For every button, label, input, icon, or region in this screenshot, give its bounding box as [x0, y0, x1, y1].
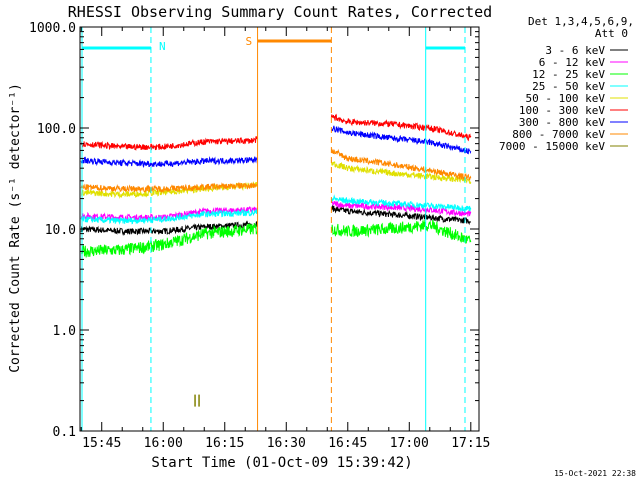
series-5-line [80, 113, 472, 151]
series-4-line [81, 159, 472, 199]
y-tick-label: 10.0 [45, 223, 76, 238]
y-tick-label: 1.0 [53, 324, 76, 339]
series-2-line [81, 219, 472, 258]
legend-label: 300 - 800 keV [519, 116, 605, 129]
series-7-line [80, 148, 472, 194]
legend-header-line-1: Det 1,3,4,5,6,9, [528, 15, 634, 28]
x-tick-label: 16:30 [267, 436, 306, 451]
y-tick-label: 100.0 [37, 122, 76, 137]
annotation-n: N [159, 40, 166, 53]
y-tick-label: 0.1 [53, 425, 76, 440]
plot-area: N S 0.1 1.0 10.0 100.0 1000.0 15:45 16:00 16:15 16… [29, 21, 490, 451]
x-tick-label: 17:00 [390, 436, 429, 451]
x-tick-label: 16:15 [205, 436, 244, 451]
footer-timestamp: 15-Oct-2021 22:38 [554, 469, 636, 478]
x-tick-label: 17:15 [451, 436, 490, 451]
annotation-s: S [246, 35, 253, 48]
legend-label: 100 - 300 keV [519, 104, 605, 117]
y-tick-label: 1000.0 [29, 21, 76, 36]
legend-label: 25 - 50 keV [532, 80, 605, 93]
legend-header-line-2: Att 0 [595, 27, 628, 40]
y-axis-label: Corrected Count Rate (s⁻¹ detector⁻¹) [8, 83, 23, 373]
legend-label: 800 - 7000 keV [512, 128, 605, 141]
legend-label: 3 - 6 keV [545, 44, 605, 57]
series-0-line [80, 204, 472, 237]
chart-title: RHESSI Observing Summary Count Rates, Co… [68, 3, 492, 21]
series-6-line [80, 125, 472, 168]
legend-label: 12 - 25 keV [532, 68, 605, 81]
x-tick-label: 15:45 [82, 436, 121, 451]
x-tick-label: 16:45 [328, 436, 367, 451]
legend-label: 50 - 100 keV [526, 92, 606, 105]
series-3-line [80, 194, 472, 225]
legend-label: 7000 - 15000 keV [499, 140, 605, 153]
x-tick-label: 16:00 [144, 436, 183, 451]
x-axis-label: Start Time (01-Oct-09 15:39:42) [151, 455, 412, 471]
legend-label: 6 - 12 keV [539, 56, 606, 69]
